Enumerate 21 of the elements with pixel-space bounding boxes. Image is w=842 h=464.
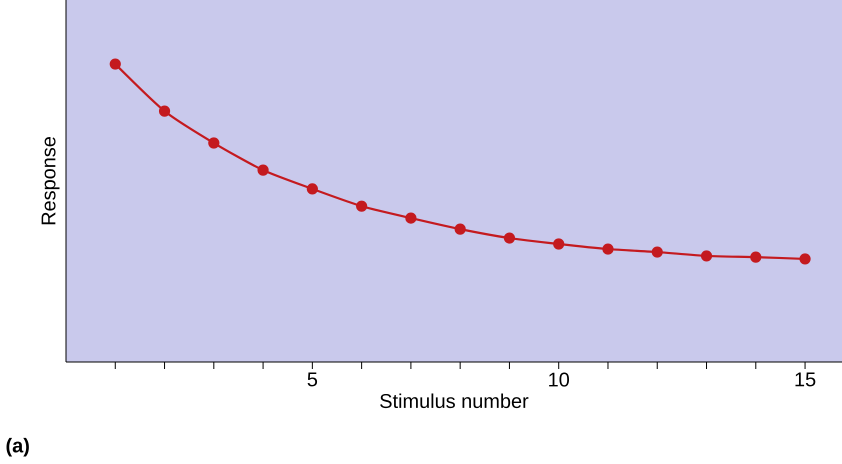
point (110, 58, 121, 70)
point (454, 224, 466, 235)
point (306, 183, 318, 194)
point (208, 137, 220, 149)
point (553, 238, 564, 250)
x-tick-label: 10 (549, 372, 569, 387)
point (158, 106, 170, 117)
point (700, 250, 712, 262)
x-tick-label: 15 (795, 372, 816, 386)
x-axis-title: Stimulus number (380, 393, 528, 408)
y-axis-title: Response (42, 137, 60, 224)
text: (a) (6, 438, 29, 456)
point (405, 212, 416, 224)
point (602, 243, 614, 255)
point (652, 246, 663, 258)
point (799, 253, 811, 265)
point (257, 164, 269, 176)
point (504, 232, 516, 244)
x-tick-label: 5 (308, 372, 318, 386)
point (750, 252, 762, 263)
point (356, 200, 368, 212)
